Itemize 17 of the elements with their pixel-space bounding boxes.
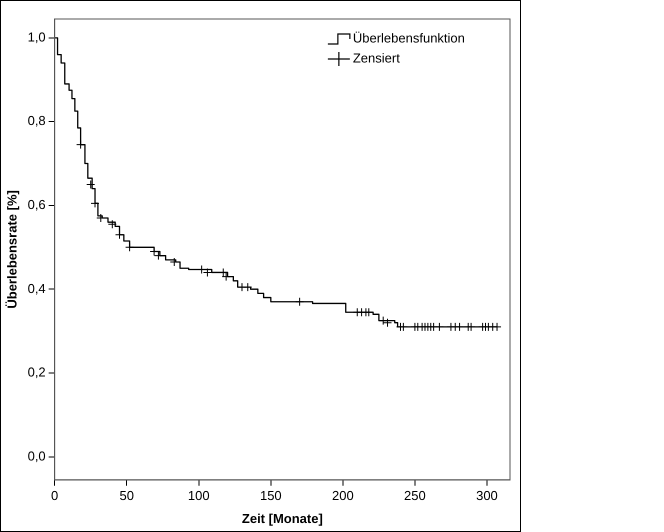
y-tick-label: 0,4: [28, 280, 46, 296]
x-tick-label: 100: [188, 488, 210, 504]
x-tick-label: 300: [476, 488, 498, 504]
legend-label: Überlebensfunktion: [352, 30, 465, 46]
y-tick-label: 1,0: [28, 29, 46, 44]
x-axis-title: Zeit [Monate]: [242, 510, 323, 526]
y-tick-label: 0,8: [28, 113, 46, 128]
y-tick-label: 0,0: [28, 448, 46, 464]
x-tick-label: 0: [51, 488, 58, 504]
y-axis-title: Überlebensrate [%]: [4, 190, 20, 309]
legend-label: Zensiert: [352, 50, 400, 66]
y-tick-label: 0,2: [28, 364, 46, 380]
x-tick-label: 50: [119, 488, 134, 504]
y-tick-label: 0,6: [28, 196, 46, 212]
x-tick-label: 200: [332, 488, 354, 504]
x-tick-label: 250: [404, 488, 426, 504]
x-tick-label: 150: [260, 488, 282, 504]
